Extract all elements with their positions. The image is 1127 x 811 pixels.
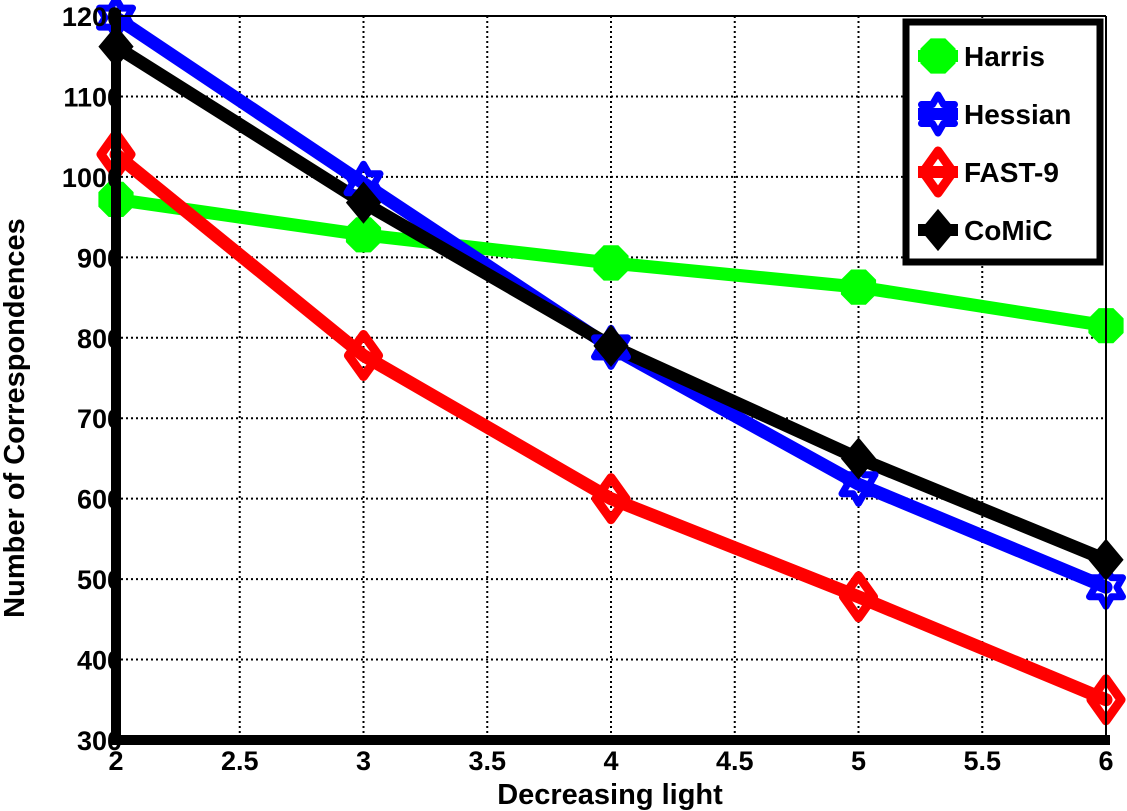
legend-marker [918,146,958,198]
y-tick-label: 700 [77,404,122,434]
y-tick-label: 400 [77,646,122,676]
series-line-fast-9 [109,147,1113,707]
x-tick-label: 4.5 [716,746,754,776]
legend-label: Harris [964,41,1045,72]
x-tick-label: 6 [1098,746,1113,776]
x-tick-label: 2 [108,746,123,776]
x-tick-label: 3 [356,746,371,776]
x-tick-label: 5 [851,746,866,776]
legend-marker [920,38,956,74]
x-tick-label: 5.5 [963,746,1001,776]
legend-label: CoMiC [964,215,1053,246]
data-point [840,437,877,480]
y-tick-label: 1200 [62,2,122,32]
legend: Harris Hessian FAST-9 CoMiC [902,18,1104,266]
y-tick-label: 1000 [62,163,122,193]
x-tick-labels: 2 2.5 3 3.5 4 4.5 5 5.5 6 [108,746,1113,776]
data-point [345,181,382,224]
data-point [345,217,382,253]
data-point [593,324,629,367]
x-axis-label: Decreasing light [497,779,723,811]
legend-marker [920,208,956,252]
y-tick-label: 500 [77,565,122,595]
x-tick-label: 3.5 [468,746,506,776]
data-point [344,329,383,381]
y-tick-label: 600 [77,485,122,515]
legend-label: Hessian [964,99,1071,130]
y-axis-label: Number of Correspondences [0,218,31,618]
legend-label: FAST-9 [964,157,1059,188]
data-point [839,571,878,623]
data-point [840,269,877,305]
legend-marker [918,91,958,137]
y-tick-label: 900 [77,243,122,273]
x-tick-label: 2.5 [221,746,259,776]
data-point [591,473,631,525]
x-tick-label: 4 [603,746,618,776]
data-point [593,245,629,281]
data-point [838,461,879,507]
y-tick-label: 800 [77,324,122,354]
y-tick-label: 1100 [63,82,122,112]
y-tick-label: 300 [77,726,122,756]
y-tick-labels: 300 400 500 600 700 800 900 1000 1100 1200 [62,2,122,756]
plot-axes [111,10,1110,745]
